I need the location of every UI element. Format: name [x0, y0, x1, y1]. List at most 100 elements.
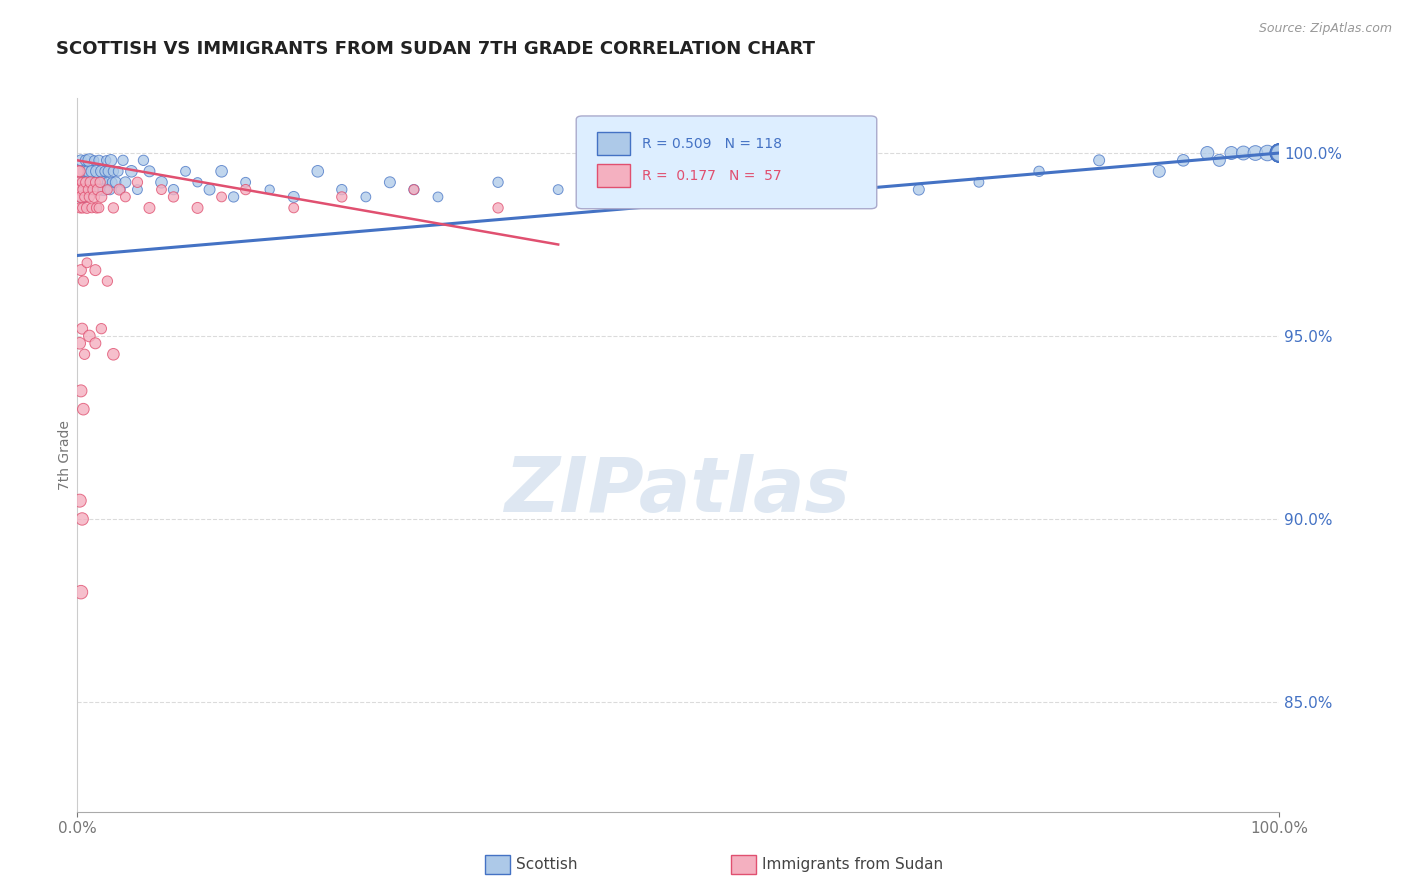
Point — [127, 175, 149, 189]
Point — [76, 175, 98, 189]
Point — [162, 183, 184, 197]
Point — [94, 164, 117, 178]
Point — [97, 164, 120, 178]
Point — [70, 190, 93, 204]
Point — [79, 329, 101, 343]
Point — [101, 175, 124, 189]
Point — [1268, 146, 1291, 161]
Point — [174, 164, 197, 178]
Point — [1268, 146, 1291, 161]
Text: SCOTTISH VS IMMIGRANTS FROM SUDAN 7TH GRADE CORRELATION CHART: SCOTTISH VS IMMIGRANTS FROM SUDAN 7TH GR… — [56, 40, 815, 58]
Point — [103, 164, 125, 178]
Point — [84, 263, 107, 277]
Point — [1268, 146, 1291, 161]
Point — [93, 183, 115, 197]
Point — [120, 164, 142, 178]
Text: Scottish: Scottish — [516, 857, 578, 871]
Point — [1268, 146, 1291, 161]
Point — [1268, 146, 1291, 161]
Point — [1268, 146, 1291, 161]
Point — [547, 183, 569, 197]
Point — [1268, 146, 1291, 161]
Bar — [596, 132, 630, 155]
Point — [235, 183, 257, 197]
Point — [1268, 146, 1291, 161]
Point — [607, 190, 630, 204]
Point — [1268, 146, 1291, 161]
Point — [307, 164, 329, 178]
Point — [91, 175, 114, 189]
Point — [111, 153, 134, 168]
Point — [402, 183, 425, 197]
Point — [1268, 146, 1291, 161]
Point — [427, 190, 450, 204]
Point — [1268, 146, 1291, 161]
Point — [162, 190, 184, 204]
Point — [1268, 146, 1291, 161]
Point — [1268, 146, 1291, 161]
Point — [83, 153, 105, 168]
Point — [1268, 146, 1291, 161]
Point — [90, 164, 112, 178]
Text: Source: ZipAtlas.com: Source: ZipAtlas.com — [1258, 22, 1392, 36]
Point — [1268, 146, 1291, 161]
Point — [1197, 146, 1219, 161]
Point — [727, 183, 749, 197]
Point — [150, 183, 173, 197]
Point — [66, 164, 89, 178]
Point — [1268, 146, 1291, 161]
Text: Immigrants from Sudan: Immigrants from Sudan — [762, 857, 943, 871]
Point — [84, 183, 107, 197]
Point — [1173, 153, 1195, 168]
Point — [1268, 146, 1291, 161]
Point — [70, 585, 93, 599]
Point — [1268, 146, 1291, 161]
Point — [104, 175, 127, 189]
Point — [84, 175, 107, 189]
Point — [1268, 146, 1291, 161]
Point — [90, 190, 112, 204]
Point — [103, 201, 125, 215]
Point — [1268, 146, 1291, 161]
Point — [114, 175, 136, 189]
Point — [668, 164, 690, 178]
Point — [1268, 146, 1291, 161]
Point — [69, 164, 91, 178]
Point — [69, 201, 91, 215]
Point — [69, 175, 91, 189]
Point — [79, 190, 101, 204]
Point — [84, 336, 107, 351]
Point — [1268, 146, 1291, 161]
Point — [1268, 146, 1291, 161]
Point — [75, 175, 97, 189]
Point — [70, 263, 93, 277]
Point — [138, 201, 160, 215]
Point — [283, 201, 305, 215]
Point — [222, 190, 245, 204]
Point — [72, 201, 94, 215]
Point — [70, 183, 93, 197]
Point — [73, 347, 96, 361]
Point — [70, 153, 93, 168]
Point — [1268, 146, 1291, 161]
Point — [67, 164, 90, 178]
Point — [114, 190, 136, 204]
Point — [787, 175, 810, 189]
Point — [1268, 146, 1291, 161]
Point — [76, 256, 98, 270]
Point — [96, 274, 118, 288]
Point — [98, 183, 121, 197]
Point — [1268, 146, 1291, 161]
Point — [79, 183, 101, 197]
Point — [96, 175, 118, 189]
Text: ZIPatlas: ZIPatlas — [505, 454, 852, 527]
Point — [77, 183, 100, 197]
Point — [79, 175, 101, 189]
Point — [1244, 146, 1267, 161]
Point — [82, 183, 104, 197]
Point — [69, 336, 91, 351]
Point — [70, 190, 93, 204]
Point — [87, 153, 110, 168]
Point — [211, 190, 233, 204]
Point — [354, 190, 377, 204]
